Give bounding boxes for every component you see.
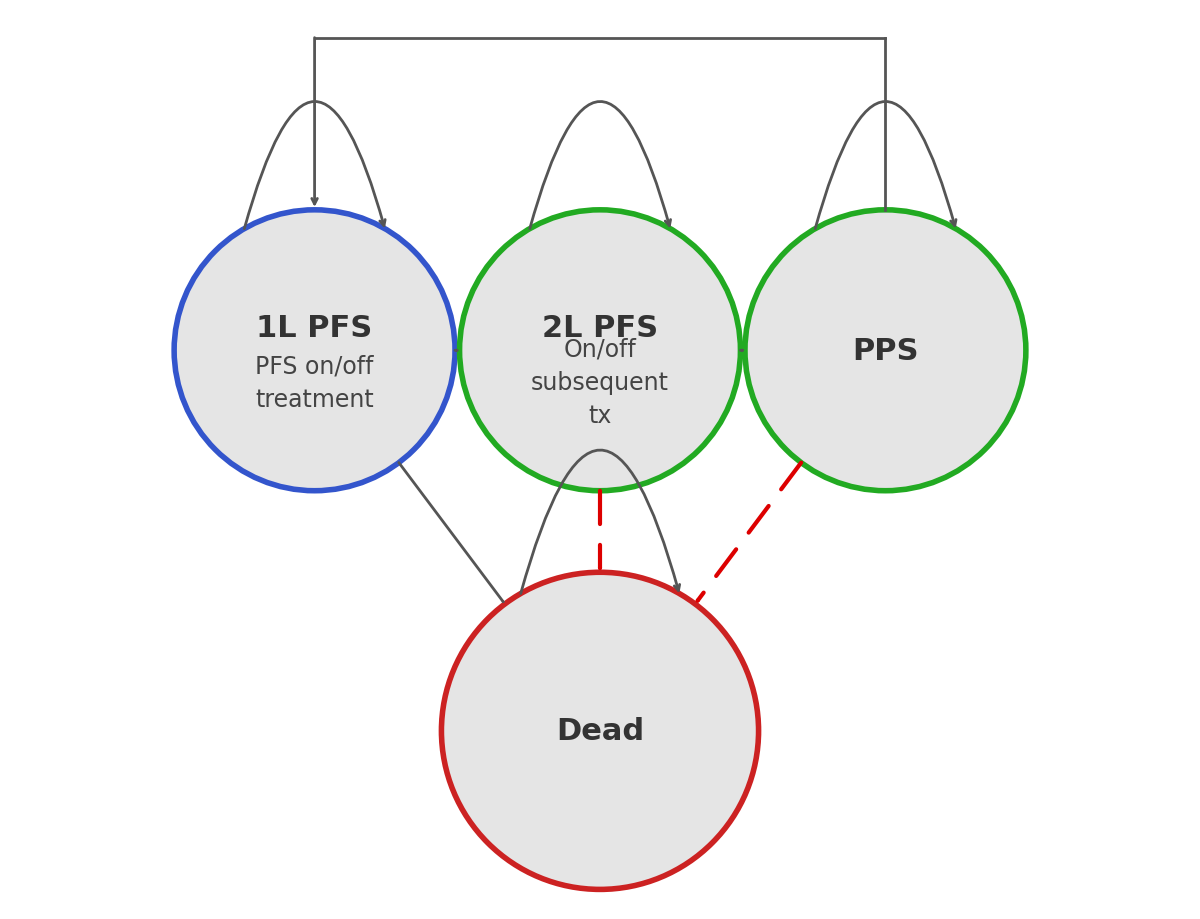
Circle shape xyxy=(174,210,455,491)
Circle shape xyxy=(460,210,740,491)
Text: 2L PFS: 2L PFS xyxy=(542,313,658,343)
Text: 1L PFS: 1L PFS xyxy=(257,313,373,343)
Text: On/off
subsequent
tx: On/off subsequent tx xyxy=(530,337,670,428)
Text: Dead: Dead xyxy=(556,717,644,745)
Text: PFS on/off
treatment: PFS on/off treatment xyxy=(256,354,374,412)
Circle shape xyxy=(745,210,1026,491)
Text: PPS: PPS xyxy=(852,336,919,366)
FancyArrowPatch shape xyxy=(697,463,802,601)
FancyArrowPatch shape xyxy=(398,463,503,602)
Circle shape xyxy=(442,573,758,890)
